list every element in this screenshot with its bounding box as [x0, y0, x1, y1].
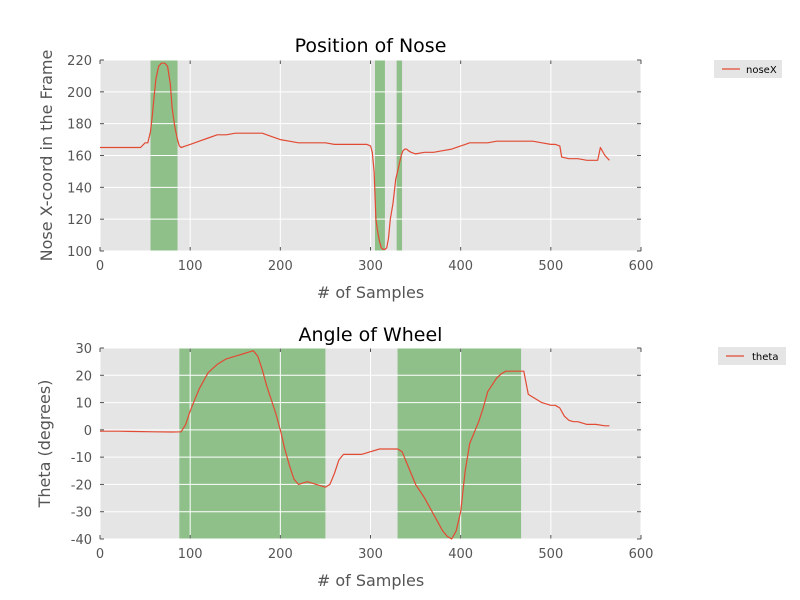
legend-box [714, 60, 782, 78]
highlight-span [179, 348, 326, 539]
x-tick-labels: 0 100 200 300 400 500 600 [96, 259, 654, 274]
series-lines [100, 350, 610, 540]
x-tick-label: 0 [96, 547, 104, 562]
x-tick-label: 300 [358, 259, 383, 274]
x-tick-label: 300 [358, 547, 383, 562]
highlight-span [397, 348, 522, 539]
nose-position-chart: 0 100 200 300 400 500 600 100 120 140 160 180 200 22… [37, 35, 782, 302]
y-tick-label: -10 [71, 451, 92, 466]
y-tick-label: 10 [75, 397, 92, 412]
y-tick-label: 30 [75, 342, 92, 357]
y-axis-label: Theta (degrees) [35, 380, 54, 509]
legend: noseX [714, 60, 782, 78]
x-tick-label: 200 [268, 547, 293, 562]
grid-lines [99, 347, 642, 540]
grid-lines [99, 59, 642, 252]
x-tick-label: 100 [178, 259, 203, 274]
x-tick-label: 600 [629, 259, 654, 274]
x-tick-label: 400 [448, 259, 473, 274]
y-tick-label: 100 [67, 245, 92, 260]
x-tick-labels: 0 100 200 300 400 500 600 [96, 547, 654, 562]
x-axis-label: # of Samples [317, 571, 424, 590]
y-tick-label: 0 [84, 424, 92, 439]
wheel-angle-chart: 0 100 200 300 400 500 600 -40-30-20-100102030 … [35, 324, 786, 590]
legend-label-nosex: noseX [746, 65, 777, 76]
chart-title: Angle of Wheel [299, 324, 443, 346]
x-axis-label: # of Samples [317, 283, 424, 302]
x-tick-label: 200 [268, 259, 293, 274]
x-tick-label: 500 [538, 259, 563, 274]
x-tick-label: 600 [629, 547, 654, 562]
y-tick-label: -30 [71, 506, 92, 521]
y-tick-label: 180 [67, 118, 92, 133]
y-tick-label: 140 [67, 181, 92, 196]
y-tick-label: 220 [67, 54, 92, 69]
series-line-nosex [100, 62, 610, 250]
chart-title: Position of Nose [295, 35, 447, 57]
legend: theta [718, 347, 786, 365]
x-tick-label: 500 [538, 547, 563, 562]
x-tick-label: 100 [178, 547, 203, 562]
y-axis-label: Nose X-coord in the Frame [37, 50, 56, 262]
y-tick-labels: -40 -30 -20 -10 0 10 20 30 [71, 342, 92, 548]
y-tick-label: 120 [67, 213, 92, 228]
y-tick-label: 160 [67, 150, 92, 165]
x-tick-label: 0 [96, 259, 104, 274]
legend-box [718, 347, 786, 365]
series-line-theta [100, 350, 610, 540]
legend-label-theta: theta [752, 352, 778, 363]
y-tick-label: 200 [67, 86, 92, 101]
series-lines [100, 62, 610, 250]
y-tick-labels: 100 120 140 160 180 200 220 [67, 54, 92, 260]
y-tick-label: -20 [71, 478, 92, 493]
y-tick-label: -40 [71, 533, 92, 548]
y-tick-label: 20 [75, 369, 92, 384]
x-tick-label: 400 [448, 547, 473, 562]
